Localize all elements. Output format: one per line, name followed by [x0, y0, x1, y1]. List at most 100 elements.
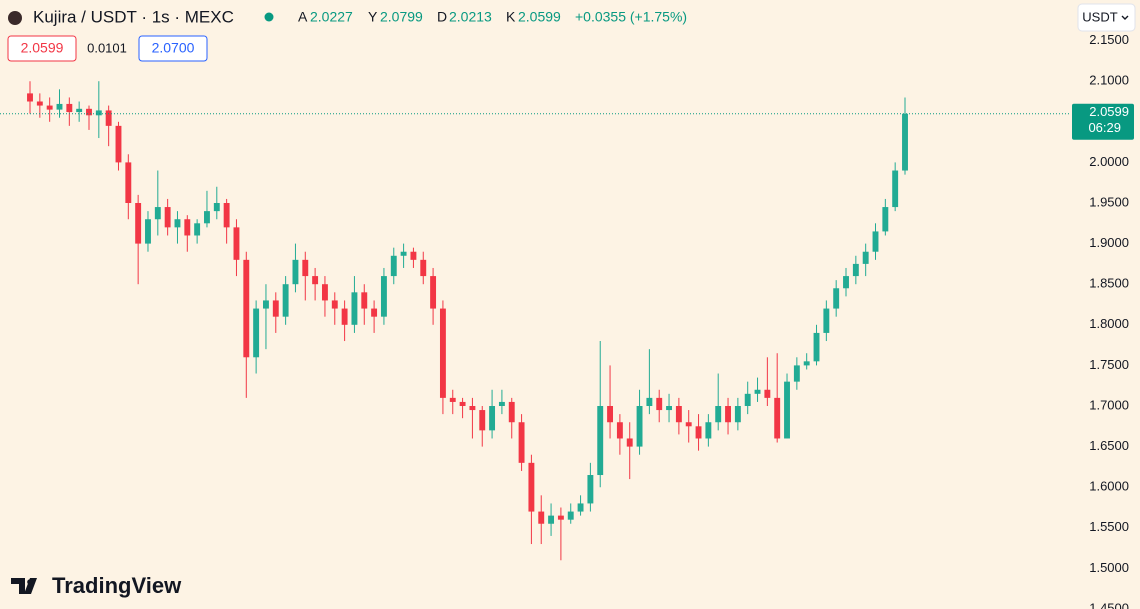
candle-body [548, 515, 555, 524]
candle-body [518, 422, 525, 463]
plot-area [0, 81, 1070, 561]
candle-body [243, 259, 250, 358]
candle-body [27, 93, 33, 102]
candle-body [626, 438, 633, 447]
candle-body [823, 308, 830, 333]
y-tick-label: 1.6000 [1089, 479, 1129, 494]
candle-body [282, 284, 289, 317]
candle-body [813, 332, 820, 362]
y-tick-label: 2.1000 [1089, 73, 1129, 88]
candle-body [125, 162, 132, 203]
candle-body [302, 259, 309, 277]
candle-body [754, 389, 761, 394]
candle-body [253, 308, 260, 358]
candle-body [263, 300, 269, 309]
candle-body [685, 422, 692, 427]
candle-body [66, 103, 73, 113]
price-box [7, 35, 77, 62]
candle-body [646, 397, 653, 406]
candle-body [498, 401, 505, 406]
candle-body [675, 406, 682, 423]
candle-body [764, 389, 771, 398]
candle-body [380, 276, 387, 317]
currency-label[interactable]: USDT [1082, 9, 1117, 24]
candle-body [184, 219, 191, 236]
candle-body [744, 393, 751, 406]
candle-body [557, 515, 564, 520]
candle-body [272, 300, 279, 317]
candle-body [656, 397, 663, 411]
candle-body [194, 223, 201, 236]
candle-body [666, 406, 672, 411]
candle-body [774, 397, 781, 439]
candle-body [459, 401, 466, 406]
candle-body [154, 207, 161, 220]
candle-body [439, 308, 446, 398]
price-axis: 1.4500 1.5000 1.5500 1.6000 1.6500 1.7000 1.75… [1072, 32, 1134, 609]
brand-logo: TradingView [11, 573, 182, 598]
candle-body [607, 406, 614, 423]
candle-body [410, 251, 417, 260]
candle-body [420, 259, 427, 277]
candle-body [430, 276, 437, 309]
candle-body [233, 227, 240, 260]
candle-body [862, 251, 869, 264]
legend-value: 2.0227 [310, 9, 353, 25]
y-tick-label: 1.5500 [1089, 519, 1129, 534]
candle-body [616, 422, 623, 439]
brand-name: TradingView [52, 573, 182, 598]
candle-body [361, 292, 368, 309]
candle-body [892, 170, 899, 208]
y-tick-label: 1.7500 [1089, 357, 1129, 372]
candle-body [400, 251, 407, 256]
candle-body [567, 511, 574, 520]
y-tick-label: 2.1500 [1089, 32, 1129, 47]
y-tick-label: 1.9500 [1089, 194, 1129, 209]
candle-body [390, 255, 397, 277]
candle-body [587, 475, 594, 504]
legend-key: Y [368, 9, 378, 25]
candle-body [715, 406, 722, 423]
y-tick-label: 1.6500 [1089, 438, 1129, 453]
dropdown-arrow [1121, 15, 1129, 20]
candle-body [204, 211, 210, 224]
candle-body [56, 103, 63, 110]
candle-body [135, 203, 142, 244]
candle-body [115, 125, 122, 163]
chart-title: Kujira / USDT · 1s · MEXC [33, 7, 234, 26]
spread: 0.0101 [87, 40, 127, 55]
sell-price[interactable]: 2.0599 [21, 40, 64, 56]
currency-button[interactable] [1077, 3, 1136, 32]
candle-body [528, 462, 535, 512]
candle-body [479, 410, 486, 431]
candle-body [489, 406, 496, 431]
y-tick-label: 1.4500 [1089, 600, 1129, 609]
candle-body [734, 406, 741, 423]
candle-body [784, 381, 790, 439]
candle-body [76, 108, 83, 113]
candle-body [577, 503, 584, 512]
legend-value: 2.0599 [518, 9, 561, 25]
candle-body [351, 292, 358, 325]
y-tick-label: 2.0000 [1089, 154, 1129, 169]
legend-value: 2.0799 [380, 9, 423, 25]
candle-body [833, 288, 840, 309]
logo-dot [27, 579, 33, 585]
candle-body [331, 300, 338, 309]
legend-values: A 2.0227 Y 2.0799 D 2.0213 K 2.0599 [298, 9, 561, 25]
candle-body [793, 365, 800, 382]
candle-body [705, 422, 712, 439]
buy-price[interactable]: 2.0700 [152, 40, 195, 56]
candle-body [597, 406, 604, 476]
legend-value: 2.0213 [449, 9, 492, 25]
price-box [138, 35, 208, 62]
candle-body [292, 259, 299, 285]
candle-body [725, 406, 731, 423]
y-tick-label: 1.7000 [1089, 397, 1129, 412]
y-tick-label: 1.5000 [1089, 560, 1129, 575]
candle-body [636, 406, 643, 447]
symbol-icon [8, 11, 22, 25]
candle-body [36, 101, 43, 106]
candle-body [164, 207, 171, 228]
